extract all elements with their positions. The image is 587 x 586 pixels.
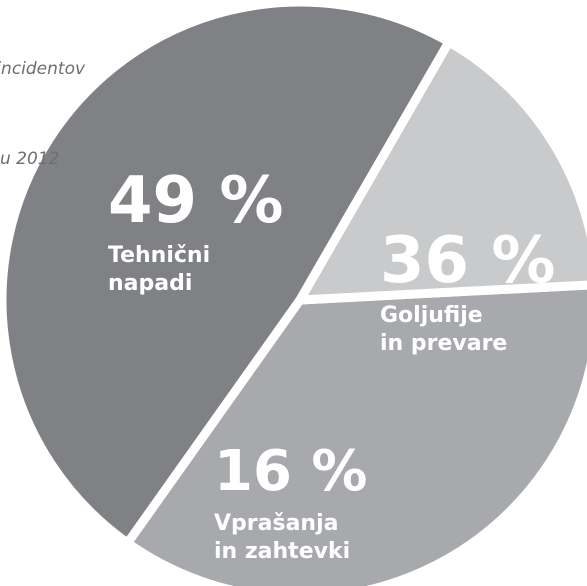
pie-slice-1 <box>0 0 454 548</box>
caption-line-1: z incidentov <box>0 59 86 79</box>
chart-caption: z incidentov u 2012 <box>0 0 85 234</box>
slice-1-name-line-1: Tehnični <box>108 243 210 268</box>
slice-2-name-line-2: in prevare <box>380 331 507 356</box>
slice-3-name-line-2: in zahtevki <box>214 539 350 564</box>
slice-3-name-line-1: Vprašanja <box>214 511 338 536</box>
slice-2-name-line-1: Goljufije <box>380 303 483 328</box>
pie-labels: 49 % Tehnični napadi 36 % Goljufije in prevar… <box>108 164 555 564</box>
slice-1-name-line-2: napadi <box>108 271 192 296</box>
slice-1-percent-label: 49 % <box>108 164 283 238</box>
pie-slice-2 <box>123 280 587 586</box>
caption-line-2: u 2012 <box>0 149 60 169</box>
slice-2-percent-label: 36 % <box>380 224 555 298</box>
slice-3-percent-label: 16 % <box>214 439 368 504</box>
pie-slice-3 <box>295 37 587 305</box>
